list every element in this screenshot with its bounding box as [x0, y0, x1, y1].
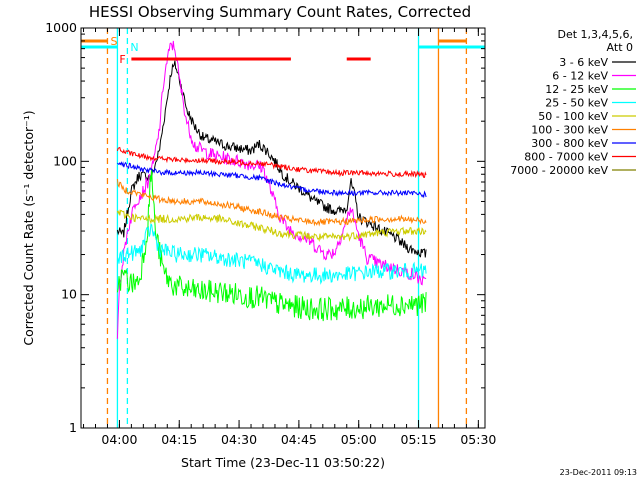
legend-entry: 12 - 25 keV: [545, 83, 608, 96]
x-axis-label: Start Time (23-Dec-11 03:50:22): [181, 455, 385, 470]
footer-timestamp: 23-Dec-2011 09:13: [560, 468, 637, 477]
x-tick-label: 05:30: [460, 432, 496, 447]
y-tick-label: 100: [53, 153, 77, 168]
series-line: [116, 168, 427, 322]
x-tick-label: 04:45: [281, 432, 317, 447]
series-layer: [116, 40, 427, 339]
x-tick-label: 05:15: [401, 432, 437, 447]
y-axis: 1 10 100 1000: [45, 20, 485, 435]
night-indicator-label: N: [130, 41, 138, 54]
chart-title: HESSI Observing Summary Count Rates, Cor…: [89, 3, 471, 21]
legend-entry: 100 - 300 keV: [531, 124, 608, 137]
series-line: [116, 40, 427, 339]
x-tick-label: 04:00: [101, 432, 137, 447]
legend-entry: 25 - 50 keV: [545, 97, 608, 110]
x-tick-label: 04:15: [161, 432, 197, 447]
x-axis: 04:00 04:15 04:30 04:45 05:00 05:15 05:30: [83, 28, 496, 447]
legend-entry: 800 - 7000 keV: [524, 151, 608, 164]
x-tick-label: 04:30: [221, 432, 257, 447]
legend-entry: 6 - 12 keV: [552, 70, 608, 83]
legend-entry: 7000 - 20000 keV: [510, 164, 608, 177]
plot-frame: [80, 27, 486, 429]
series-line: [116, 209, 427, 243]
legend-header: Det 1,3,4,5,6,: [557, 28, 633, 41]
legend-header: Att 0: [607, 41, 633, 54]
y-tick-label: 1: [69, 420, 77, 435]
time-markers: [106, 28, 468, 428]
legend-entry: 3 - 6 keV: [559, 56, 608, 69]
saa-indicator-label: S: [110, 35, 117, 48]
legend-entry: 50 - 100 keV: [538, 110, 608, 123]
series-line: [116, 146, 427, 179]
y-tick-label: 10: [61, 287, 77, 302]
indicator-layer: S NF: [81, 35, 485, 66]
flare-indicator-label: F: [119, 53, 125, 66]
y-axis-label: Corrected Count Rate (s⁻¹ detector⁻¹): [21, 110, 36, 345]
legend-entry: 300 - 800 keV: [531, 137, 608, 150]
series-line: [116, 222, 427, 285]
y-tick-label: 1000: [45, 20, 77, 35]
series-line: [116, 179, 427, 227]
x-tick-label: 05:00: [341, 432, 377, 447]
series-line: [117, 161, 427, 199]
